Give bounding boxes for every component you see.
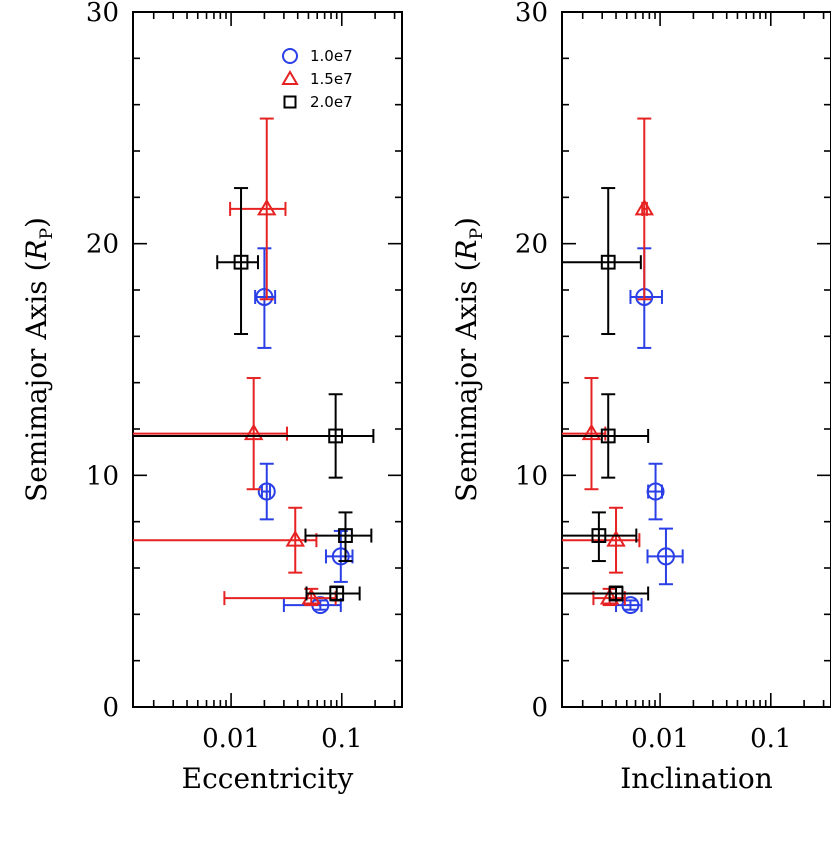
data-point (562, 393, 650, 479)
x-tick-label: 0.01 (202, 724, 260, 754)
data-point (646, 527, 684, 586)
panel-left: 0.01 0.1 0 10 20 30 Eccentricity Semimajor Axis… (20, 0, 403, 795)
y-axis-title: Semimajor Axis (RP) (450, 217, 487, 502)
x-ticks (581, 12, 825, 707)
series-1.0e7 (615, 247, 684, 615)
panel-right: 0.01 0.1 0 10 20 30 Inclination Semimajor Axis … (450, 0, 831, 795)
data-point (562, 377, 607, 491)
data-point (634, 117, 655, 301)
marker-triangle (257, 198, 277, 216)
legend-marker-square (283, 95, 297, 109)
y-tick-label: 20 (515, 230, 548, 260)
data-point (562, 511, 638, 563)
data-point (229, 117, 287, 301)
marker-square (591, 528, 607, 543)
marker-triangle (599, 587, 620, 605)
data-point (133, 393, 375, 479)
x-tick-label: 0.01 (631, 724, 689, 754)
marker-triangle (606, 530, 626, 547)
data-points (133, 117, 375, 615)
marker-triangle (634, 198, 655, 216)
data-point (562, 187, 642, 336)
plot-frame (132, 11, 403, 708)
data-point (562, 585, 650, 602)
data-point (133, 377, 288, 491)
marker-circle (257, 482, 276, 501)
legend-label: 1.5e7 (310, 70, 353, 88)
y-tick-label: 0 (531, 693, 548, 723)
series-1.5e7 (562, 117, 655, 607)
y-tick-label: 0 (102, 693, 119, 723)
data-point (257, 462, 276, 521)
y-tick-label: 10 (515, 461, 548, 491)
y-ticks (133, 11, 402, 708)
data-point (254, 247, 277, 349)
marker-square (600, 254, 616, 270)
legend-marker-circle (282, 48, 298, 64)
x-axis-title: Eccentricity (182, 762, 354, 795)
data-point (562, 506, 641, 574)
marker-square (338, 528, 353, 543)
marker-circle (331, 547, 350, 566)
legend-label: 1.0e7 (310, 47, 353, 65)
series-1.0e7 (254, 247, 354, 615)
y-tick-label: 20 (86, 230, 119, 260)
marker-triangle (581, 423, 602, 441)
legend-label: 2.0e7 (310, 93, 353, 111)
marker-circle (656, 547, 675, 566)
data-point (216, 187, 259, 336)
y-axis-title: Semimajor Axis (RP) (20, 217, 57, 502)
plot-frame (561, 11, 831, 708)
marker-circle (255, 287, 274, 306)
legend-entry: 1.0e7 (282, 47, 353, 65)
marker-square (328, 428, 344, 444)
legend-entry: 1.5e7 (281, 70, 353, 88)
marker-square (233, 254, 249, 270)
series-1.5e7 (133, 117, 337, 607)
marker-triangle (285, 530, 306, 547)
marker-square (608, 586, 624, 601)
data-point (304, 511, 373, 563)
data-point (133, 506, 318, 574)
y-tick-label: 30 (515, 0, 548, 28)
marker-circle (646, 482, 665, 501)
legend: 1.0e7 1.5e7 2.0e7 (281, 47, 353, 111)
series-2.0e7 (133, 187, 375, 602)
series-2.0e7 (562, 187, 650, 602)
marker-square (600, 428, 616, 444)
data-point (305, 585, 361, 602)
marker-square (329, 586, 345, 601)
data-point (629, 247, 663, 349)
legend-entry: 2.0e7 (283, 93, 353, 111)
y-tick-label: 10 (86, 461, 119, 491)
x-axis-title: Inclination (620, 762, 773, 795)
data-point (324, 529, 354, 583)
marker-triangle (243, 423, 264, 441)
data-point (646, 462, 665, 521)
x-ticks (152, 12, 396, 707)
y-tick-label: 30 (86, 0, 119, 28)
legend-marker-triangle (281, 70, 299, 85)
data-points (562, 117, 684, 615)
x-tick-label: 0.1 (750, 724, 791, 754)
y-ticks (562, 11, 831, 708)
marker-circle (621, 596, 640, 615)
x-tick-label: 0.1 (321, 724, 362, 754)
